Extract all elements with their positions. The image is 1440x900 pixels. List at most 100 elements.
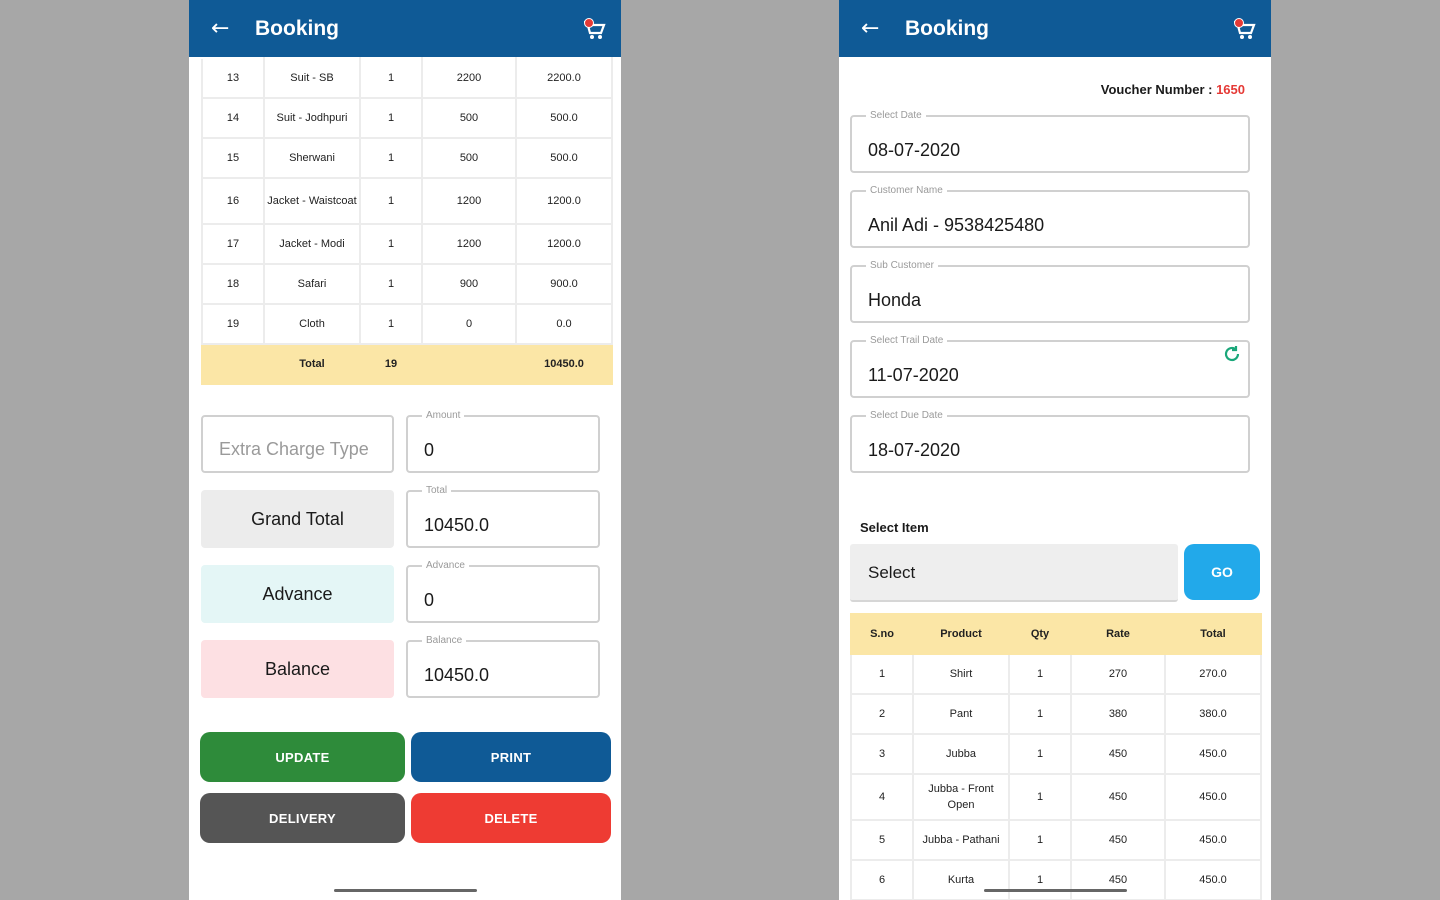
total-label: Total: [263, 343, 361, 385]
cell-qty: 1: [359, 137, 423, 179]
app-bar: ← Booking: [839, 0, 1271, 57]
cell-rate: 0: [421, 303, 517, 345]
cell-sno: 6: [850, 859, 914, 900]
cell-product: Sherwani: [263, 137, 361, 179]
table-row: 3 Jubba 1 450 450.0: [850, 733, 1262, 775]
cell-rate: 900: [421, 263, 517, 305]
go-button[interactable]: GO: [1184, 544, 1260, 600]
cell-qty: 1: [1008, 693, 1072, 735]
customer-name-field[interactable]: Customer Name Anil Adi - 9538425480: [850, 184, 1250, 248]
update-button[interactable]: UPDATE: [200, 732, 405, 782]
cell-total: 450.0: [1164, 773, 1262, 821]
cell-rate: 380: [1070, 693, 1166, 735]
cell-rate: 2200: [421, 57, 517, 99]
delete-button[interactable]: DELETE: [411, 793, 611, 843]
voucher-number: Voucher Number : 1650: [1101, 82, 1245, 97]
trail-date-value: 11-07-2020: [868, 365, 959, 385]
table-row: 4 Jubba - Front Open 1 450 450.0: [850, 773, 1262, 821]
balance-label: Balance: [201, 640, 394, 698]
cell-total: 270.0: [1164, 653, 1262, 695]
sub-customer-field[interactable]: Sub Customer Honda: [850, 259, 1250, 323]
cell-qty: 1: [359, 303, 423, 345]
voucher-value: 1650: [1216, 82, 1245, 97]
cell-product: Jacket - Modi: [263, 223, 361, 265]
booking-screen-form: ← Booking Voucher Number : 1650 Select D…: [839, 0, 1271, 900]
cart-icon[interactable]: [1231, 16, 1257, 42]
select-date-label: Select Date: [866, 109, 926, 123]
items-table: 13 Suit - SB 1 2200 2200.0 14 Suit - Jod…: [201, 57, 613, 385]
cart-badge: [1234, 17, 1244, 28]
home-indicator: [334, 889, 477, 892]
balance-field-label: Balance: [422, 634, 467, 648]
trail-date-label: Select Trail Date: [866, 334, 948, 348]
amount-field[interactable]: Amount 0: [406, 409, 600, 473]
refresh-icon[interactable]: [1222, 344, 1242, 369]
table-row: 16 Jacket - Waistcoat 1 1200 1200.0: [201, 177, 613, 225]
cell-rate: 450: [1070, 773, 1166, 821]
cell-empty: [421, 343, 517, 385]
app-bar-title: Booking: [905, 16, 989, 40]
cell-qty: 1: [1008, 653, 1072, 695]
cell-rate: 450: [1070, 733, 1166, 775]
grand-total-field[interactable]: Total 10450.0: [406, 484, 600, 548]
cell-sno: 17: [201, 223, 265, 265]
cell-sno: 4: [850, 773, 914, 821]
select-item-dropdown[interactable]: Select: [850, 544, 1178, 602]
cell-qty: 1: [359, 223, 423, 265]
due-date-field[interactable]: Select Due Date 18-07-2020: [850, 409, 1250, 473]
cell-product: Jubba: [912, 733, 1010, 775]
cell-total: 2200.0: [515, 57, 613, 99]
cart-icon[interactable]: [581, 16, 607, 42]
cell-qty: 1: [359, 263, 423, 305]
cart-badge: [584, 17, 594, 28]
cell-sno: 13: [201, 57, 265, 99]
delivery-button[interactable]: DELIVERY: [200, 793, 405, 843]
voucher-label: Voucher Number :: [1100, 82, 1217, 97]
cell-product: Jacket - Waistcoat: [263, 177, 361, 225]
extra-charge-placeholder: Extra Charge Type: [219, 439, 369, 459]
cell-sno: 15: [201, 137, 265, 179]
cell-qty: 1: [1008, 819, 1072, 861]
cell-total: 380.0: [1164, 693, 1262, 735]
table-row: 15 Sherwani 1 500 500.0: [201, 137, 613, 179]
cell-product: Kurta: [912, 859, 1010, 900]
trail-date-field[interactable]: Select Trail Date 11-07-2020: [850, 334, 1250, 398]
cell-product: Jubba - Front Open: [912, 773, 1010, 821]
cell-total: 450.0: [1164, 859, 1262, 900]
cell-sno: 14: [201, 97, 265, 139]
back-arrow-icon[interactable]: ←: [211, 15, 230, 41]
cell-rate: 450: [1070, 819, 1166, 861]
advance-field[interactable]: Advance 0: [406, 559, 600, 623]
cell-qty: 1: [359, 177, 423, 225]
select-date-field[interactable]: Select Date 08-07-2020: [850, 109, 1250, 173]
cell-sno: 5: [850, 819, 914, 861]
table-row: 19 Cloth 1 0 0.0: [201, 303, 613, 345]
balance-field[interactable]: Balance 10450.0: [406, 634, 600, 698]
cell-product: Safari: [263, 263, 361, 305]
header-total: Total: [1164, 613, 1262, 655]
table-row: 13 Suit - SB 1 2200 2200.0: [201, 57, 613, 99]
customer-name-label: Customer Name: [866, 184, 947, 198]
cell-product: Suit - SB: [263, 57, 361, 99]
sub-customer-value: Honda: [868, 290, 922, 310]
print-button[interactable]: PRINT: [411, 732, 611, 782]
table-row: 17 Jacket - Modi 1 1200 1200.0: [201, 223, 613, 265]
balance-value: 10450.0: [424, 665, 490, 685]
cell-sno: 19: [201, 303, 265, 345]
extra-charge-type-field[interactable]: Extra Charge Type: [201, 415, 394, 473]
cell-rate: 1200: [421, 223, 517, 265]
items-table: S.no Product Qty Rate Total 1 Shirt 1 27…: [850, 613, 1262, 900]
cell-product: Pant: [912, 693, 1010, 735]
app-bar-title: Booking: [255, 16, 339, 40]
advance-field-label: Advance: [422, 559, 469, 573]
cell-qty: 1: [1008, 859, 1072, 900]
back-arrow-icon[interactable]: ←: [861, 15, 880, 41]
cell-qty: 1: [1008, 773, 1072, 821]
total-amount: 10450.0: [515, 343, 613, 385]
cell-rate: 500: [421, 97, 517, 139]
cell-total: 0.0: [515, 303, 613, 345]
app-bar: ← Booking: [189, 0, 621, 57]
cell-sno: 1: [850, 653, 914, 695]
table-row: 6 Kurta 1 450 450.0: [850, 859, 1262, 900]
cell-sno: 16: [201, 177, 265, 225]
